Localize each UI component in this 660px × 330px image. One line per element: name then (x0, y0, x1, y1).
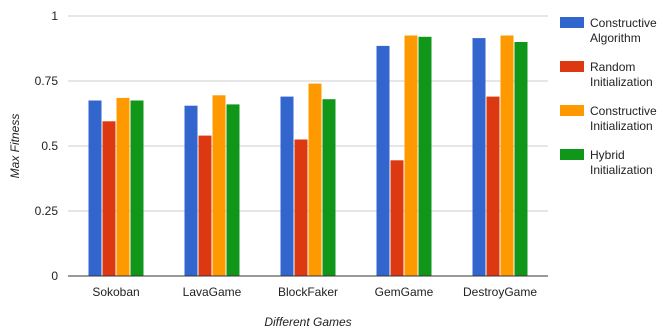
bar-lavagame-series-3 (212, 95, 226, 276)
bar-blockfaker-series-4 (322, 99, 336, 276)
legend-label: Constructive (590, 16, 657, 30)
bar-destroygame-series-1 (472, 38, 486, 276)
y-axis-ticks: 0 0.25 0.5 0.75 1 (35, 9, 59, 283)
legend-label: Random (590, 60, 635, 74)
y-axis-title: Max Fitness (8, 114, 22, 179)
bar-gemgame-series-2 (390, 160, 404, 276)
bar-destroygame-series-4 (514, 42, 528, 276)
legend-label: Initialization (590, 163, 653, 177)
bar-sokoban-series-3 (116, 97, 130, 277)
y-tick-label: 0 (51, 269, 58, 283)
gridlines (68, 15, 548, 212)
bar-blockfaker-series-3 (308, 83, 322, 276)
bar-destroygame-series-2 (486, 96, 500, 276)
legend-swatch (560, 61, 584, 72)
x-tick-label: BlockFaker (278, 285, 338, 299)
bar-sokoban-series-2 (102, 121, 116, 276)
x-tick-label: Sokoban (92, 285, 139, 299)
legend-label: Initialization (590, 75, 653, 89)
x-tick-label: LavaGame (183, 285, 242, 299)
legend-swatch (560, 105, 584, 116)
x-axis-ticks: Sokoban LavaGame BlockFaker GemGame DestroyG… (92, 285, 537, 299)
bar-sokoban-series-1 (88, 100, 102, 276)
bar-lavagame-series-2 (198, 135, 212, 276)
y-tick-label: 0.75 (35, 74, 59, 88)
y-tick-label: 0.25 (35, 204, 59, 218)
bar-gemgame-series-1 (376, 45, 390, 277)
x-axis-title: Different Games (264, 315, 351, 329)
x-tick-label: DestroyGame (463, 285, 537, 299)
legend-label: Initialization (590, 119, 653, 133)
bar-sokoban-series-4 (130, 100, 144, 276)
legend-label: Hybrid (590, 148, 625, 162)
bar-destroygame-series-3 (500, 35, 514, 276)
legend-label: Constructive (590, 104, 657, 118)
legend-label: Algorithm (590, 31, 641, 45)
x-tick-label: GemGame (375, 285, 434, 299)
legend-swatch (560, 17, 584, 28)
bar-gemgame-series-3 (404, 35, 418, 276)
legend-swatch (560, 149, 584, 160)
bar-lavagame-series-4 (226, 104, 240, 277)
bars (88, 35, 528, 277)
bar-lavagame-series-1 (184, 105, 198, 276)
bar-blockfaker-series-1 (280, 96, 294, 276)
bar-blockfaker-series-2 (294, 139, 308, 276)
y-tick-label: 1 (51, 9, 58, 23)
y-tick-label: 0.5 (41, 139, 58, 153)
bar-gemgame-series-4 (418, 36, 432, 276)
legend: ConstructiveAlgorithmRandomInitializatio… (560, 16, 657, 177)
